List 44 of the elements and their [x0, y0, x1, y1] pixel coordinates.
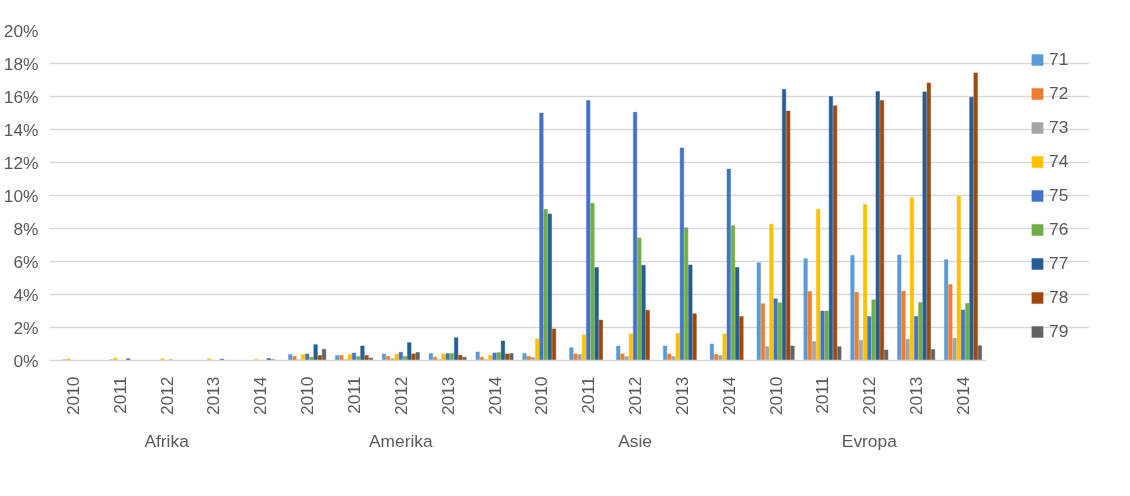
y-tick-label: 0%: [13, 350, 39, 371]
x-tick-label: 2012: [859, 376, 880, 416]
text: Asie: [618, 430, 652, 451]
legend-label: 72: [1049, 82, 1070, 104]
legend-label: 79: [1049, 320, 1070, 342]
x-tick-label: 2011: [109, 376, 130, 414]
x-tick-label: 2014: [953, 376, 974, 416]
legend-label: 78: [1049, 286, 1070, 308]
x-tick-label: 2012: [390, 376, 411, 416]
y-tick-label: 10%: [3, 185, 39, 206]
text: Amerika: [369, 430, 433, 451]
x-tick-label: 2013: [437, 376, 458, 416]
y-tick-label: 6%: [13, 251, 39, 272]
x-tick-label: 2013: [906, 376, 927, 416]
x-tick-label: 2013: [671, 376, 692, 416]
legend-label: 74: [1049, 150, 1070, 172]
x-tick-label: 2011: [344, 376, 364, 414]
y-tick-label: 16%: [3, 86, 39, 107]
y-tick-label: 18%: [3, 53, 39, 74]
legend-label: 77: [1049, 252, 1070, 274]
x-tick-label: 2010: [62, 376, 83, 416]
y-tick-label: 14%: [3, 119, 39, 140]
legend-label: 71: [1049, 48, 1070, 70]
y-tick-label: 8%: [13, 218, 39, 239]
text: Evropa: [841, 430, 898, 451]
y-tick-label: 12%: [3, 152, 39, 173]
y-tick-label: 20%: [3, 20, 39, 41]
x-tick-label: 2011: [812, 376, 833, 414]
x-tick-label: 2010: [765, 376, 786, 416]
text: Afrika: [144, 430, 190, 451]
y-tick-label: 4%: [13, 284, 39, 305]
legend-label: 73: [1049, 116, 1070, 138]
x-tick-label: 2013: [203, 376, 224, 416]
x-tick-label: 2014: [484, 376, 505, 416]
legend-label: 75: [1049, 184, 1070, 206]
x-tick-label: 2012: [625, 376, 646, 416]
x-tick-label: 2010: [297, 376, 318, 416]
y-tick-label: 2%: [13, 317, 39, 338]
x-tick-label: 2012: [156, 376, 177, 416]
x-tick-label: 2010: [531, 376, 552, 416]
legend-label: 76: [1049, 218, 1070, 240]
x-tick-label: 2014: [250, 376, 271, 416]
x-tick-label: 2011: [578, 376, 599, 414]
x-tick-label: 2014: [718, 376, 739, 416]
